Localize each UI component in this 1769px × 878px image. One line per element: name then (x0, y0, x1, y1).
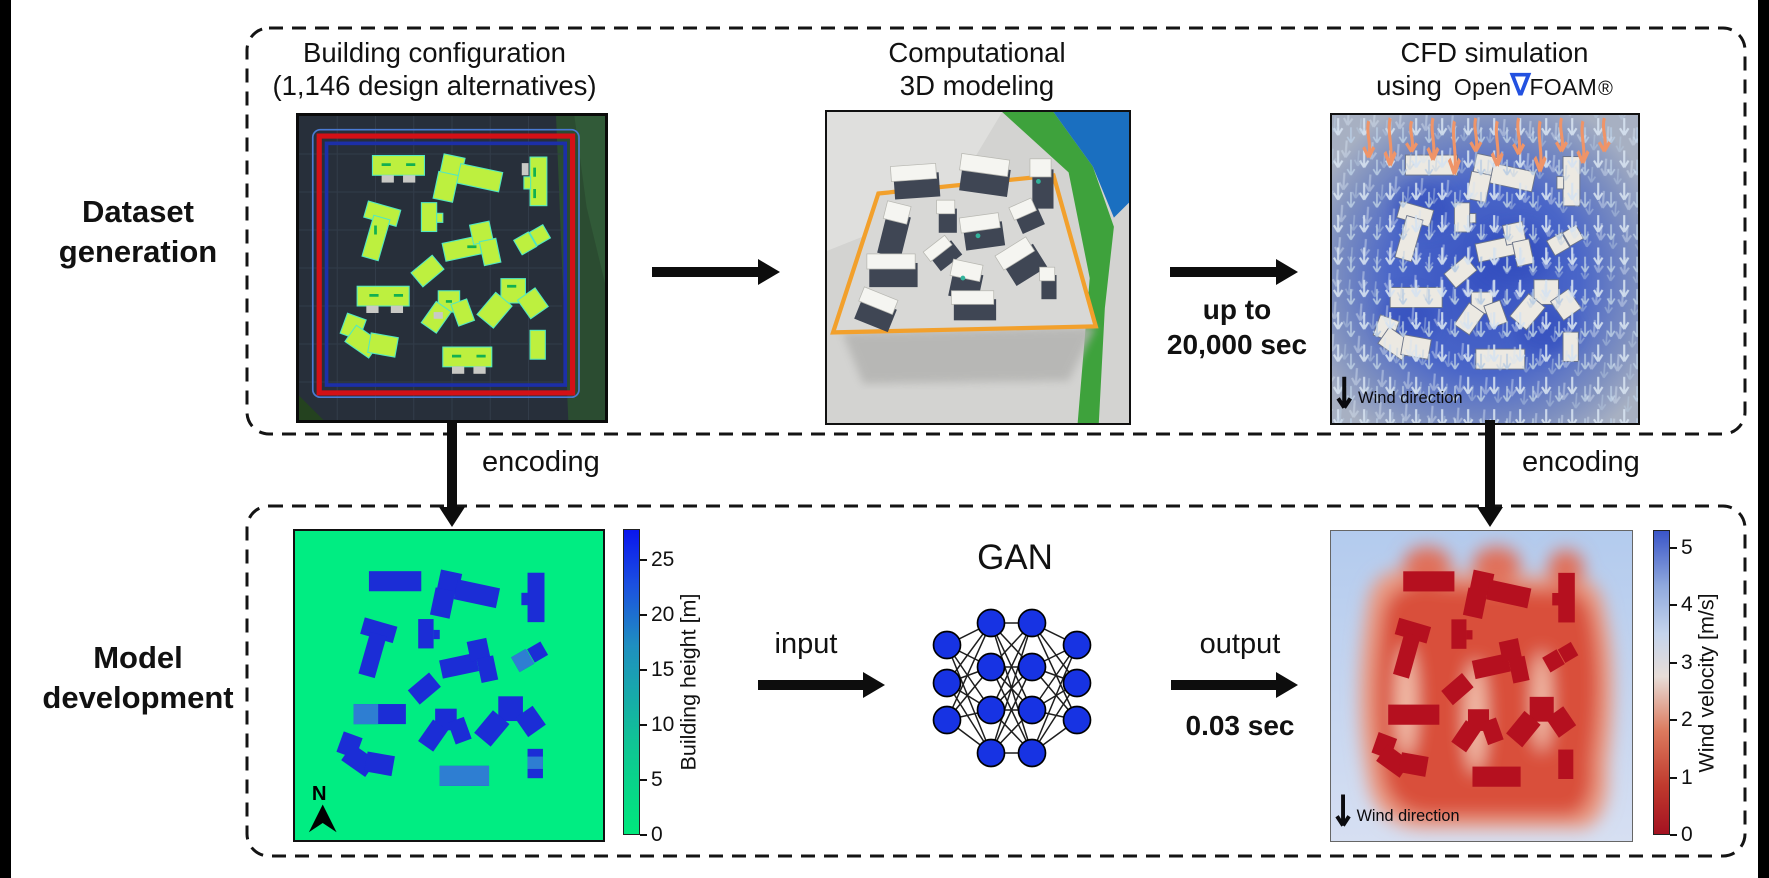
title-line: Building configuration (303, 37, 566, 68)
colorbar-tick: 2 (1670, 708, 1693, 732)
colorbar-tick: 5 (1670, 536, 1693, 560)
colorbar-axis-label: Building height [m] (676, 593, 701, 771)
colorbar-gradient (623, 529, 640, 835)
dataset-generation-box (245, 26, 1747, 436)
down-arrow-icon (1477, 420, 1503, 527)
3d-buildings (854, 152, 1057, 333)
cfd-simulation-art: Wind direction (1332, 115, 1638, 423)
computational-3d-model-image (825, 110, 1131, 425)
colorbar-tick: 15 (640, 658, 674, 682)
registered-mark: ® (1598, 78, 1613, 100)
cfd-time-label: up to 20,000 sec (1152, 292, 1322, 362)
colorbar-gradient (1653, 530, 1670, 835)
wind-direction-label: Wind direction (1358, 388, 1463, 407)
colorbar-tick: 10 (640, 713, 674, 737)
row-label-line: Dataset (82, 194, 194, 229)
right-black-bar (1758, 0, 1769, 878)
gan-nodes (932, 608, 1092, 768)
colorbar-tick: 20 (640, 603, 674, 627)
output-label: output (1199, 628, 1281, 660)
cfd-simulation-title: CFD simulation using Open ∇ FOAM ® (1322, 36, 1667, 106)
wind-direction-label: Wind direction (1357, 807, 1460, 825)
row-label-line: generation (58, 234, 218, 269)
colorbar-tick: 5 (640, 768, 663, 792)
colorbar-tick: 4 (1670, 593, 1693, 617)
colorbar-tick: 3 (1670, 651, 1693, 675)
input-label: input (774, 628, 838, 660)
left-black-bar (0, 0, 11, 878)
right-arrow-icon (1170, 259, 1298, 285)
wind-direction-arrow-icon (1335, 794, 1351, 827)
gan-output-wind-map-art: Wind direction (1331, 531, 1632, 841)
row-label-line: development (42, 680, 234, 715)
right-arrow-icon (758, 672, 885, 698)
colorbar-tick: 1 (1670, 766, 1693, 790)
building-height-colorbar: 0 5 10 15 20 25 Building height [m] (623, 529, 733, 846)
title-line: 3D modeling (899, 70, 1055, 101)
gan-title: GAN (977, 538, 1053, 577)
openfoam-open: Open (1453, 74, 1512, 100)
right-arrow-icon (1171, 672, 1298, 698)
colorbar-tick: 0 (640, 823, 663, 847)
building-height-map-image: N (293, 529, 605, 842)
gan-network-diagram (932, 608, 1092, 768)
encoding-label-right: encoding (1522, 446, 1640, 478)
encoding-label-left: encoding (482, 446, 600, 478)
down-arrow-icon (439, 420, 465, 527)
using-label: using (1376, 70, 1442, 101)
colorbar-tick: 0 (1670, 823, 1693, 847)
building-marks (369, 163, 536, 358)
building-stubs (366, 163, 529, 374)
building-configuration-art (299, 116, 605, 420)
row-label-line: Model (93, 640, 183, 675)
compass-n-label: N (312, 783, 327, 805)
time-line: 20,000 sec (1166, 329, 1308, 360)
wind-velocity-colorbar: 0 1 2 3 4 5 Wind velocity [m/s] (1653, 530, 1753, 846)
colorbar-axis-label: Wind velocity [m/s] (1694, 592, 1719, 773)
gan-time-label: 0.03 sec (1185, 710, 1295, 741)
title-line: CFD simulation (1400, 37, 1589, 68)
title-line: Computational (888, 37, 1066, 68)
building-configuration-image (296, 113, 608, 423)
gan-edges (946, 622, 1078, 754)
building-height-map-art: N (295, 531, 603, 840)
gan-output-wind-map-image: Wind direction (1330, 530, 1633, 842)
time-line: up to (1202, 294, 1272, 325)
openfoam-logo-line: using Open ∇ FOAM ® (1322, 69, 1667, 106)
openfoam-nabla-icon: ∇ (1510, 69, 1531, 102)
model-development-box (245, 504, 1747, 858)
right-arrow-icon (652, 259, 780, 285)
row-label-model-development: Model development (23, 638, 253, 718)
colorbar-tick: 25 (640, 548, 674, 572)
openfoam-foam: FOAM (1529, 74, 1598, 100)
north-compass-icon: N (308, 783, 337, 833)
computational-3d-modeling-title: Computational 3D modeling (812, 36, 1142, 102)
computational-3d-model-art (827, 112, 1129, 423)
building-configuration-title: Building configuration (1,146 design alt… (262, 36, 607, 102)
wind-direction-arrow-icon (1336, 376, 1353, 409)
wind-direction-annotation: Wind direction (1336, 376, 1463, 409)
title-line: (1,146 design alternatives) (272, 70, 597, 101)
wind-direction-annotation: Wind direction (1335, 794, 1460, 827)
lower-height-buildings (353, 648, 543, 786)
row-label-dataset-generation: Dataset generation (23, 192, 253, 272)
cfd-simulation-image: Wind direction (1330, 113, 1640, 425)
